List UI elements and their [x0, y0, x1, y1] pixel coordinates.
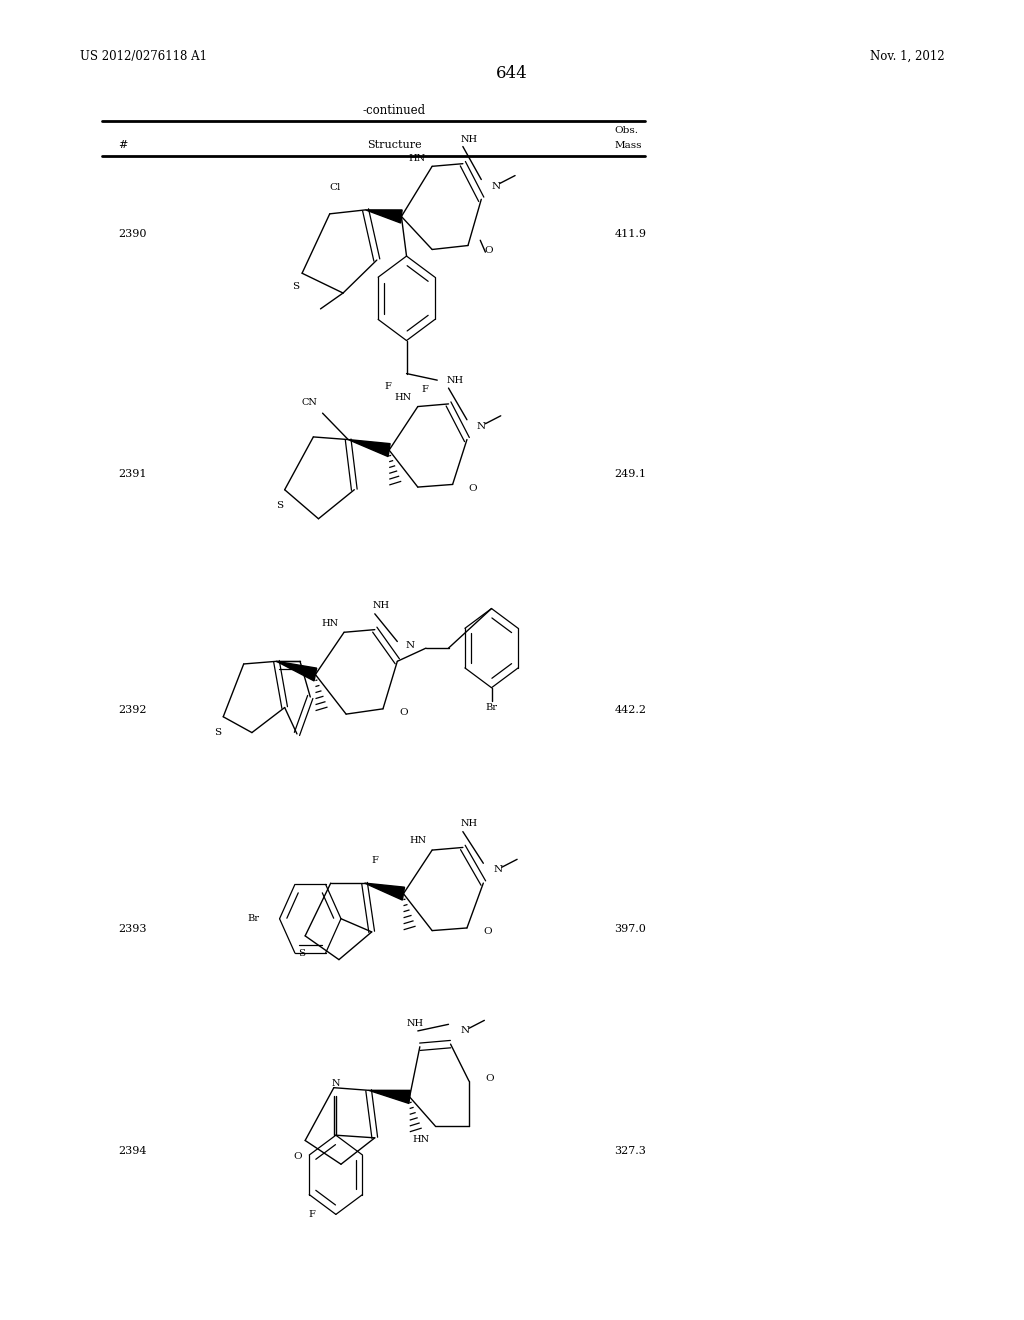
Text: O: O — [399, 709, 408, 717]
Text: N: N — [477, 422, 485, 430]
Text: NH: NH — [461, 136, 477, 144]
Text: 2393: 2393 — [118, 924, 146, 935]
Text: O: O — [469, 484, 477, 492]
Text: HN: HN — [413, 1135, 429, 1143]
Text: 2391: 2391 — [118, 469, 146, 479]
Text: O: O — [485, 1074, 494, 1082]
Text: F: F — [422, 385, 428, 393]
Text: N: N — [492, 182, 500, 190]
Text: -continued: -continued — [362, 104, 426, 117]
Text: N: N — [494, 866, 502, 874]
Text: O: O — [484, 247, 493, 255]
Text: NH: NH — [446, 376, 463, 384]
Text: 644: 644 — [496, 66, 528, 82]
Text: Cl: Cl — [329, 183, 341, 191]
Text: NH: NH — [461, 820, 477, 828]
Polygon shape — [365, 883, 404, 900]
Text: 2390: 2390 — [118, 228, 146, 239]
Text: N: N — [461, 1027, 469, 1035]
Text: 2394: 2394 — [118, 1146, 146, 1156]
Text: HN: HN — [395, 393, 412, 401]
Text: F: F — [372, 857, 378, 865]
Polygon shape — [348, 440, 390, 457]
Text: Br: Br — [247, 915, 259, 923]
Text: O: O — [294, 1152, 302, 1160]
Text: Br: Br — [485, 704, 498, 711]
Text: US 2012/0276118 A1: US 2012/0276118 A1 — [80, 50, 207, 63]
Text: HN: HN — [410, 837, 426, 845]
Text: S: S — [299, 949, 305, 957]
Text: S: S — [215, 729, 221, 737]
Text: F: F — [385, 383, 391, 391]
Polygon shape — [366, 210, 402, 223]
Text: CN: CN — [301, 399, 317, 407]
Text: N: N — [332, 1080, 340, 1088]
Text: NH: NH — [407, 1019, 423, 1027]
Text: HN: HN — [409, 154, 425, 162]
Polygon shape — [369, 1090, 411, 1104]
Text: O: O — [483, 928, 492, 936]
Text: 327.3: 327.3 — [614, 1146, 646, 1156]
Text: NH: NH — [373, 602, 389, 610]
Text: 249.1: 249.1 — [614, 469, 646, 479]
Text: HN: HN — [322, 619, 338, 627]
Text: 442.2: 442.2 — [614, 705, 646, 715]
Text: 397.0: 397.0 — [614, 924, 646, 935]
Text: S: S — [293, 282, 299, 290]
Text: 2392: 2392 — [118, 705, 146, 715]
Polygon shape — [276, 661, 316, 681]
Text: 411.9: 411.9 — [614, 228, 646, 239]
Text: Nov. 1, 2012: Nov. 1, 2012 — [869, 50, 944, 63]
Text: S: S — [276, 502, 283, 510]
Text: N: N — [406, 642, 414, 649]
Text: #: # — [118, 140, 127, 150]
Text: Structure: Structure — [367, 140, 422, 150]
Text: Obs.: Obs. — [614, 127, 638, 135]
Text: Mass: Mass — [614, 141, 642, 149]
Text: F: F — [308, 1210, 315, 1218]
